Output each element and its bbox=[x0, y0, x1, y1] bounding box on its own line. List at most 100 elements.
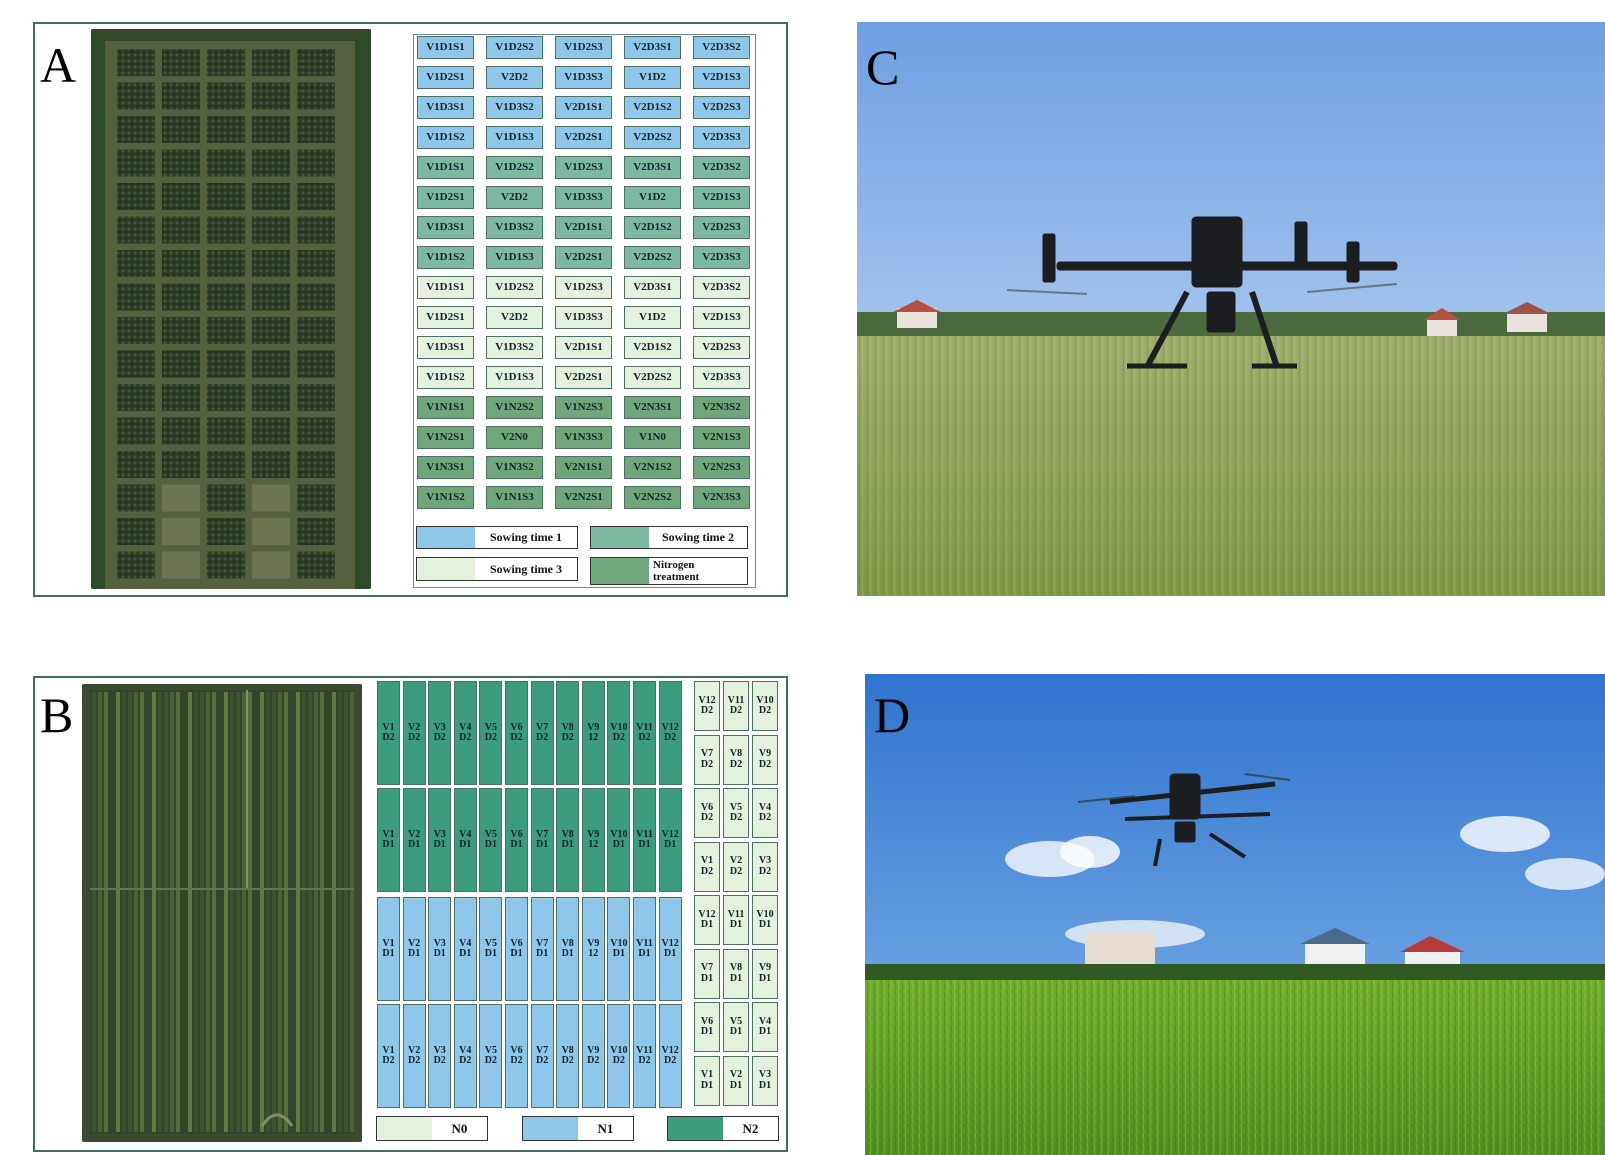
aerial-plot bbox=[297, 484, 335, 512]
aerial-plot bbox=[207, 451, 245, 478]
panel-b-plot-cell: V8 D2 bbox=[556, 1004, 580, 1108]
aerial-plot bbox=[207, 317, 245, 344]
panel-a-plot-cell: V1D2S3 bbox=[555, 36, 612, 59]
aerial-plot bbox=[117, 417, 155, 445]
panel-a-plot-cell: V1D1S3 bbox=[486, 126, 543, 149]
panel-a-plot-cell: V2D2S1 bbox=[555, 126, 612, 149]
panel-a-plot-cell: V2N2S2 bbox=[624, 486, 681, 509]
panel-a-plot-cell: V1D3S3 bbox=[555, 186, 612, 209]
panel-a-plot-cell: V2N0 bbox=[486, 426, 543, 449]
panel-a-plot-cell: V2D2S1 bbox=[555, 246, 612, 269]
panel-b-plot-cell: V7 D1 bbox=[530, 788, 554, 892]
panel-a-plot-cell: V1N1S3 bbox=[486, 486, 543, 509]
panel-a-plot-cell: V2D1S3 bbox=[693, 66, 750, 89]
panel-a-frame bbox=[33, 22, 788, 597]
aerial-strip bbox=[158, 692, 162, 1132]
panel-a-plot-cell: V2D2S3 bbox=[693, 96, 750, 119]
panel-b-plot-cell: V1 D2 bbox=[377, 1004, 400, 1108]
aerial-plot bbox=[297, 183, 335, 210]
panel-a-plot-cell: V2D3S1 bbox=[624, 276, 681, 299]
panel-b-plot-cell: V11 D1 bbox=[633, 897, 656, 1001]
aerial-strip bbox=[164, 692, 168, 1132]
aerial-plot bbox=[162, 350, 200, 378]
legend-n0: N0 bbox=[376, 1116, 488, 1141]
legend-sowing-time-2: Sowing time 2 bbox=[590, 526, 748, 549]
panel-a-plot-cell: V1D1S3 bbox=[486, 246, 543, 269]
panel-b-side-cell: V5 D1 bbox=[723, 1002, 749, 1052]
panel-a-plot-cell: V1D2S2 bbox=[486, 276, 543, 299]
panel-a-plot-cell: V2D3S1 bbox=[624, 156, 681, 179]
panel-a-plot-cell: V1D1S2 bbox=[417, 126, 474, 149]
aerial-plot bbox=[162, 551, 200, 579]
legend-label: N1 bbox=[597, 1120, 614, 1136]
panel-b-plot-cell: V8 D2 bbox=[556, 681, 580, 785]
aerial-plot bbox=[297, 451, 335, 478]
panel-b-side-cell: V2 D1 bbox=[723, 1055, 749, 1106]
panel-a-plot-cell: V2D2 bbox=[486, 186, 543, 209]
legend-sowing-time-3: Sowing time 3 bbox=[416, 557, 578, 581]
panel-b-side-cell: V3 D1 bbox=[752, 1055, 778, 1106]
panel-a-plot-cell: V2D2S3 bbox=[693, 216, 750, 239]
panel-b-plot-cell: V1 D1 bbox=[377, 897, 400, 1001]
panel-b-plot-cell: V4 D2 bbox=[453, 1004, 477, 1108]
panel-a-plot-cell: V1D3S2 bbox=[486, 336, 543, 359]
panel-b-side-cell: V3 D2 bbox=[752, 841, 778, 892]
aerial-plot bbox=[252, 116, 290, 143]
aerial-strip bbox=[272, 692, 276, 1132]
aerial-plot bbox=[297, 350, 335, 378]
aerial-strip bbox=[278, 692, 282, 1132]
panel-b-plot-cell: V4 D2 bbox=[453, 681, 477, 785]
panel-b-side-cell: V8 D1 bbox=[723, 948, 749, 999]
aerial-plot bbox=[252, 518, 290, 545]
aerial-plot bbox=[162, 116, 200, 143]
aerial-plot bbox=[162, 216, 200, 244]
panel-a-plot-cell: V1D3S2 bbox=[486, 96, 543, 119]
aerial-plot bbox=[297, 317, 335, 344]
panel-b-side-cell: V4 D1 bbox=[752, 1002, 778, 1052]
legend-label: N2 bbox=[742, 1120, 759, 1136]
aerial-plot bbox=[297, 518, 335, 545]
legend-label: Sowing time 1 bbox=[490, 530, 562, 544]
panel-a-plot-cell: V2D1S2 bbox=[624, 96, 681, 119]
aerial-plot bbox=[297, 149, 335, 177]
panel-a-plot-cell: V2D2S1 bbox=[555, 366, 612, 389]
panel-b-side-cell: V8 D2 bbox=[723, 734, 749, 785]
legend-label: Nitrogen treatment bbox=[653, 558, 700, 583]
panel-a-plot-cell: V2D1S2 bbox=[624, 336, 681, 359]
aerial-plot bbox=[252, 484, 290, 512]
aerial-plot bbox=[207, 518, 245, 545]
panel-b-side-cell: V12 D1 bbox=[694, 895, 720, 945]
panel-b-plot-cell: V11 D2 bbox=[633, 681, 656, 785]
panel-b-side-cell: V1 D1 bbox=[694, 1055, 720, 1106]
panel-b-side-cell: V12 D2 bbox=[694, 681, 720, 731]
panel-a-plot-cell: V2N1S3 bbox=[693, 426, 750, 449]
aerial-plot bbox=[297, 551, 335, 579]
panel-a-plot-cell: V1D2 bbox=[624, 186, 681, 209]
aerial-plot bbox=[207, 216, 245, 244]
panel-b-plot-cell: V7 D2 bbox=[530, 681, 554, 785]
panel-b-side-cell: V10 D1 bbox=[752, 895, 778, 945]
aerial-plot bbox=[162, 518, 200, 545]
panel-a-plot-cell: V2D3S1 bbox=[624, 36, 681, 59]
panel-a-plot-cell: V1D3S1 bbox=[417, 336, 474, 359]
panel-b-plot-cell: V10 D1 bbox=[607, 897, 631, 1001]
panel-a-plot-cell: V2N3S3 bbox=[693, 486, 750, 509]
panel-b-plot-cell: V5 D1 bbox=[479, 788, 503, 892]
panel-a-plot-cell: V1N3S2 bbox=[486, 456, 543, 479]
panel-a-plot-cell: V2D3S2 bbox=[693, 156, 750, 179]
panel-b-plot-cell: V9 D2 bbox=[581, 1004, 605, 1108]
panel-a-plot-cell: V1D1S1 bbox=[417, 36, 474, 59]
panel-b-plot-cell: V5 D2 bbox=[479, 1004, 503, 1108]
panel-b-side-cell: V9 D2 bbox=[752, 734, 778, 785]
panel-d-drone-photo bbox=[865, 674, 1605, 1155]
legend-label: Sowing time 2 bbox=[662, 530, 734, 544]
aerial-plot bbox=[162, 49, 200, 76]
panel-a-plot-cell: V1D2S2 bbox=[486, 36, 543, 59]
aerial-plot bbox=[297, 116, 335, 143]
legend-n2: N2 bbox=[667, 1116, 779, 1141]
aerial-strip bbox=[104, 692, 108, 1132]
panel-b-plot-cell: V5 D2 bbox=[479, 681, 503, 785]
panel-a-plot-cell: V2D2 bbox=[486, 66, 543, 89]
panel-b-plot-cell: V4 D1 bbox=[453, 897, 477, 1001]
aerial-plot bbox=[252, 350, 290, 378]
